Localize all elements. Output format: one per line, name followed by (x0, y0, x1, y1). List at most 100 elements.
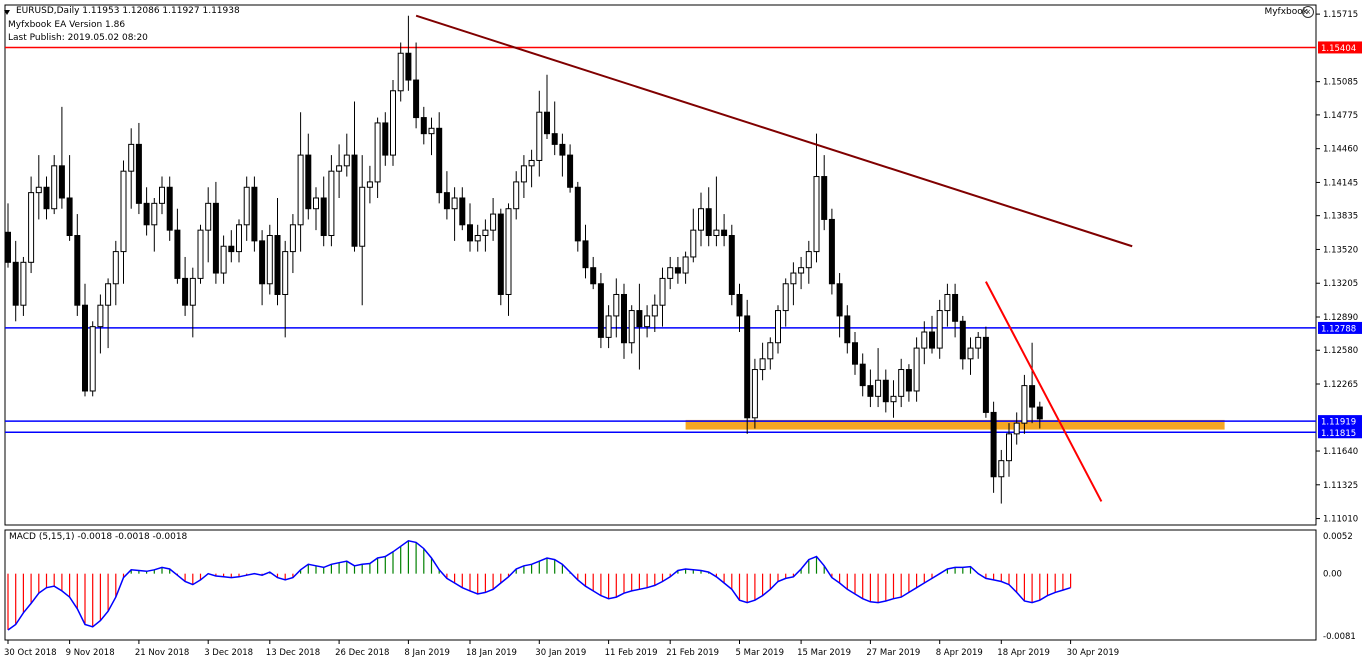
candle-body (613, 293, 620, 317)
candle-body (821, 176, 828, 220)
candle-body (58, 165, 65, 199)
candle-body (428, 127, 435, 135)
candle-body (520, 165, 527, 183)
date-tick-label: 30 Oct 2018 (4, 648, 57, 658)
candle-body (20, 261, 27, 306)
candle-body (82, 304, 88, 392)
candle-body (813, 176, 820, 253)
candle-body (459, 197, 466, 226)
candle-body (505, 208, 512, 295)
date-tick-label: 18 Apr 2019 (997, 648, 1050, 658)
candle-body (1013, 422, 1020, 435)
date-tick-label: 15 Mar 2019 (797, 648, 851, 658)
candle-body (828, 218, 835, 285)
candle-body (744, 315, 751, 419)
macd-tick-label: -0.0081 (1323, 632, 1356, 642)
candlesticks (5, 15, 1043, 504)
candle-body (174, 229, 181, 279)
candle-body (74, 235, 81, 306)
candle-body (644, 315, 651, 328)
candle-body (490, 213, 497, 231)
macd-signal-line (7, 539, 1071, 631)
price-tick-label: 1.13205 (1323, 279, 1358, 289)
publish-line: Last Publish: 2019.05.02 08:20 (8, 33, 148, 43)
level-tag-bg (1318, 321, 1362, 334)
price-tick-label: 1.11325 (1323, 481, 1358, 491)
candle-body (544, 111, 550, 135)
macd-label: MACD (5,15,1) -0.0018 -0.0018 -0.0018 (9, 532, 188, 542)
candle-body (690, 229, 697, 258)
date-tick-label: 30 Jan 2019 (535, 648, 586, 658)
candle-body (913, 347, 920, 392)
candle-body (266, 235, 273, 285)
price-tick-label: 1.11640 (1323, 447, 1358, 457)
candle-body (259, 240, 266, 285)
candle-body (236, 224, 242, 253)
candle-body (936, 310, 943, 349)
candle-body (451, 197, 458, 210)
candle-body (582, 240, 589, 269)
level-tag-bg (1318, 415, 1362, 428)
date-tick-label: 27 Mar 2019 (866, 648, 920, 658)
candle-body (35, 186, 42, 194)
date-tick-label: 3 Dec 2018 (204, 648, 253, 658)
candle-body (390, 90, 396, 156)
candle-body (628, 310, 635, 344)
candle-body (5, 231, 11, 263)
price-tick-label: 1.12890 (1323, 313, 1358, 323)
price-tick-label: 1.13835 (1323, 212, 1358, 222)
candle-body (243, 186, 250, 226)
candle-body (305, 154, 312, 210)
candle-body (844, 315, 851, 344)
candle-body (790, 272, 797, 285)
candle-body (251, 186, 258, 242)
candle-body (875, 379, 882, 397)
candle-body (405, 52, 412, 81)
price-tick-label: 1.12265 (1323, 380, 1358, 390)
candle-body (605, 315, 612, 338)
close-circle-icon[interactable]: × (1302, 6, 1314, 18)
candle-body (952, 293, 959, 322)
candle-body (990, 411, 997, 478)
candle-body (536, 111, 543, 161)
candle-body (1021, 385, 1028, 424)
candle-body (351, 154, 358, 247)
candle-body (982, 336, 989, 413)
candle-body (374, 122, 381, 183)
candle-body (567, 154, 574, 188)
candle-body (713, 229, 720, 237)
macd-panel-frame (4, 529, 1317, 641)
macd-tick-label: 0.0052 (1323, 532, 1353, 542)
collapse-triangle-icon[interactable] (4, 10, 10, 15)
price-tick-label: 1.13520 (1323, 245, 1358, 255)
horizontal-levels (5, 46, 1316, 434)
candle-body (482, 229, 489, 237)
candle-body (528, 159, 535, 167)
level-tag-label: 1.12788 (1321, 324, 1356, 334)
date-tick-label: 11 Feb 2019 (605, 648, 658, 658)
price-tick-label: 1.14775 (1323, 111, 1358, 121)
symbol-line: EURUSD,Daily 1.11953 1.12086 1.11927 1.1… (16, 6, 240, 16)
candle-body (559, 143, 566, 156)
candle-body (597, 283, 604, 338)
trendlines (415, 14, 1133, 502)
candle-body (998, 460, 1005, 478)
candle-body (621, 293, 627, 344)
trendline-red (985, 281, 1103, 502)
candle-body (944, 293, 951, 312)
candle-body (1029, 385, 1036, 408)
candle-body (182, 277, 189, 306)
candle-body (890, 395, 897, 403)
candle-body (151, 202, 158, 226)
candle-body (782, 283, 789, 312)
price-tick-label: 1.15085 (1323, 78, 1358, 88)
candle-body (51, 165, 58, 210)
level-tag-label: 1.11919 (1321, 418, 1356, 428)
candle-body (959, 320, 966, 360)
candle-body (135, 143, 142, 204)
price-tick-label: 1.11010 (1323, 515, 1358, 525)
candle-body (1036, 406, 1043, 420)
candle-body (705, 208, 712, 237)
candle-body (205, 202, 212, 231)
